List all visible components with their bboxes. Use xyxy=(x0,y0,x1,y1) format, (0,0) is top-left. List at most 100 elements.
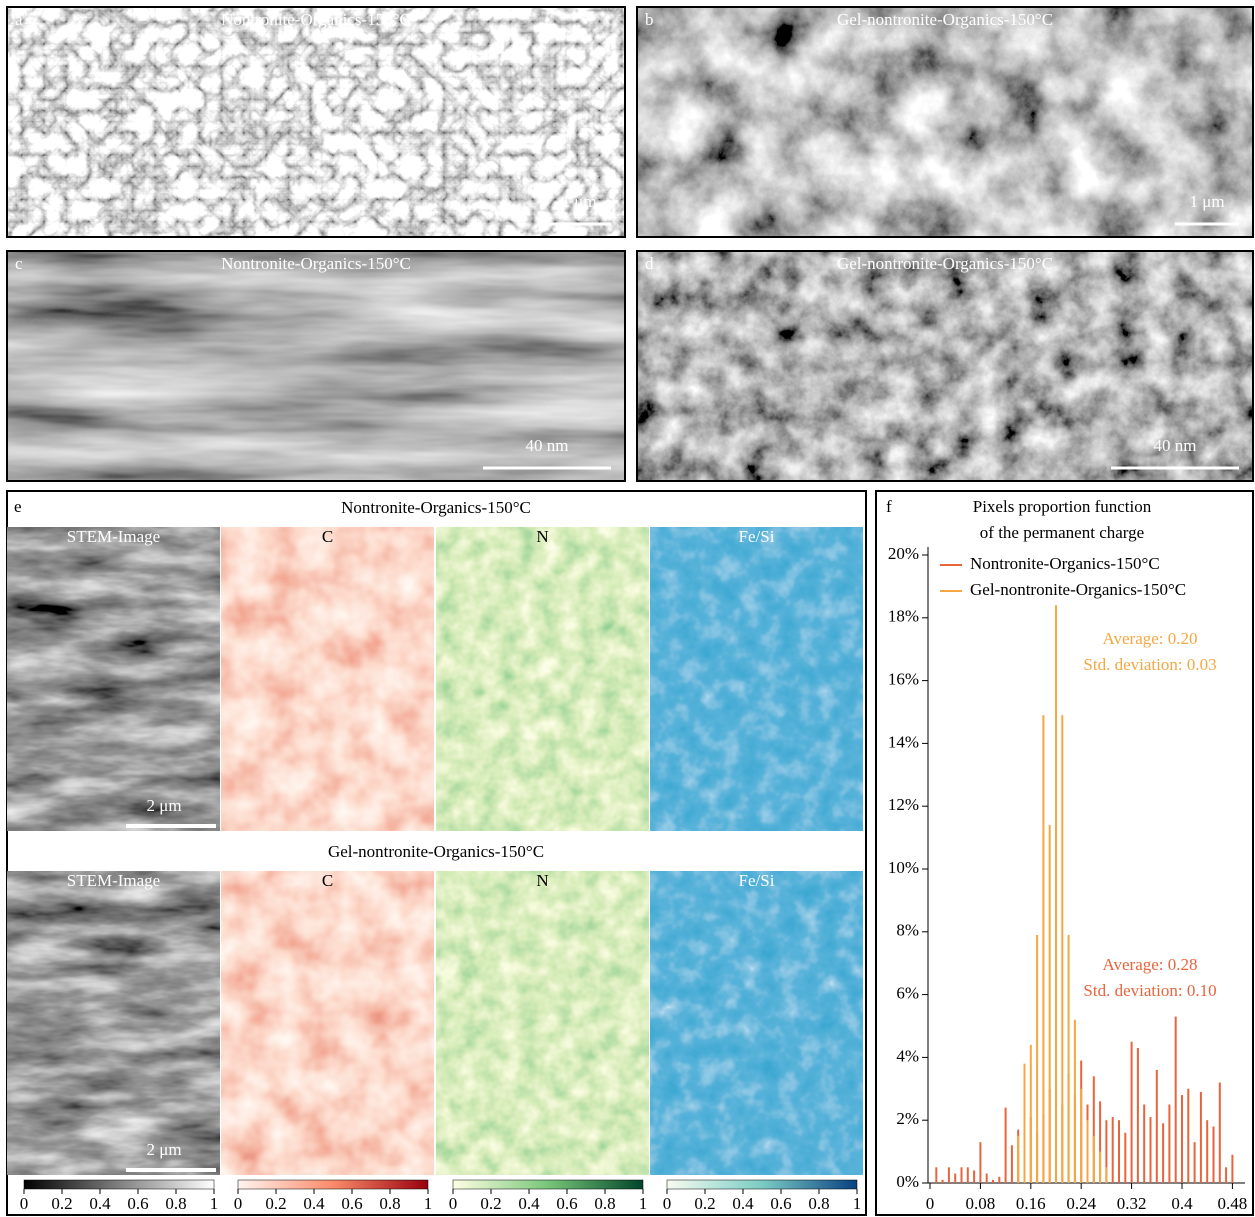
figure: a Nontronite-Organics-150°C 1 μm b Gel-nontr… xyxy=(0,0,1255,1217)
element-map xyxy=(650,871,863,1175)
colorbar-tick-label: 0.2 xyxy=(51,1194,72,1213)
x-tick-label: 0.4 xyxy=(1171,1194,1193,1213)
micrograph xyxy=(637,7,1253,237)
panel-title: Nontronite-Organics-150°C xyxy=(221,254,411,273)
bar xyxy=(998,1177,1000,1183)
column-label: N xyxy=(536,871,548,890)
bar xyxy=(1181,1095,1183,1183)
bar xyxy=(1124,1133,1126,1183)
bar xyxy=(1162,1123,1164,1183)
column-label: STEM-Image xyxy=(67,871,160,890)
bar xyxy=(942,1180,944,1183)
bar xyxy=(1024,1064,1026,1183)
element-map xyxy=(436,871,649,1175)
colorbar xyxy=(238,1180,428,1189)
y-tick-label: 2% xyxy=(896,1109,919,1128)
colorbar-tick-label: 0.4 xyxy=(518,1194,540,1213)
bar xyxy=(1036,935,1038,1183)
annotation: Average: 0.28 xyxy=(1102,955,1197,974)
bar xyxy=(1087,1120,1089,1183)
annotation: Average: 0.20 xyxy=(1102,629,1197,648)
bar xyxy=(979,1142,981,1183)
bar xyxy=(1080,1089,1082,1183)
y-tick-label: 0% xyxy=(896,1172,919,1191)
colorbar xyxy=(24,1180,214,1189)
panel-label: a xyxy=(15,10,23,29)
bar xyxy=(992,1180,994,1183)
panel-title: Gel-nontronite-Organics-150°C xyxy=(837,254,1053,273)
bar xyxy=(1068,935,1070,1183)
colorbar-tick-label: 0.8 xyxy=(594,1194,615,1213)
element-map xyxy=(221,871,434,1175)
element-map xyxy=(7,527,220,831)
bar xyxy=(948,1167,950,1183)
colorbar-tick-label: 0.4 xyxy=(303,1194,325,1213)
y-tick-label: 18% xyxy=(888,607,919,626)
scale-bar-label: 40 nm xyxy=(1154,436,1197,455)
y-tick-label: 20% xyxy=(888,544,919,563)
colorbar-tick-label: 0.6 xyxy=(341,1194,362,1213)
bar xyxy=(1143,1105,1145,1184)
bar xyxy=(1225,1167,1227,1183)
x-tick-label: 0.48 xyxy=(1218,1194,1248,1213)
column-label: Fe/Si xyxy=(739,527,775,546)
y-tick-label: 8% xyxy=(896,921,919,940)
colorbar-tick-label: 1 xyxy=(210,1194,219,1213)
column-label: STEM-Image xyxy=(67,527,160,546)
bar xyxy=(935,1167,937,1183)
micrograph xyxy=(7,7,625,237)
bar xyxy=(1099,1152,1101,1183)
x-tick-label: 0 xyxy=(926,1194,935,1213)
panel-f-frame xyxy=(876,491,1253,1215)
bar xyxy=(1017,1136,1019,1183)
colorbar-tick-label: 0.6 xyxy=(556,1194,577,1213)
x-tick-label: 0.08 xyxy=(966,1194,996,1213)
colorbar-tick-label: 1 xyxy=(639,1194,648,1213)
colorbar-tick-label: 0.8 xyxy=(808,1194,829,1213)
colorbar-tick-label: 0.2 xyxy=(265,1194,286,1213)
colorbar-tick-label: 0.4 xyxy=(732,1194,754,1213)
row-title: Gel-nontronite-Organics-150°C xyxy=(328,842,544,861)
panel-label: d xyxy=(645,254,654,273)
bar xyxy=(1042,715,1044,1183)
element-map xyxy=(7,871,220,1175)
colorbar-tick-label: 0 xyxy=(449,1194,458,1213)
colorbar-tick-label: 0.6 xyxy=(127,1194,148,1213)
y-tick-label: 12% xyxy=(888,795,919,814)
annotation: Std. deviation: 0.10 xyxy=(1083,981,1216,1000)
x-tick-label: 0.16 xyxy=(1016,1194,1046,1213)
scale-bar-label: 1 μm xyxy=(1189,192,1224,211)
colorbar-tick-label: 0.8 xyxy=(165,1194,186,1213)
bar xyxy=(1030,1045,1032,1183)
bar xyxy=(973,1170,975,1183)
colorbar-tick-label: 0 xyxy=(20,1194,29,1213)
panel-label: b xyxy=(645,10,654,29)
bar xyxy=(1005,1108,1007,1183)
panel-label: f xyxy=(886,497,892,516)
colorbar-tick-label: 0.8 xyxy=(379,1194,400,1213)
bar xyxy=(961,1167,963,1183)
bar xyxy=(1049,825,1051,1183)
bar xyxy=(1187,1089,1189,1183)
column-label: C xyxy=(322,527,333,546)
x-tick-label: 0.24 xyxy=(1066,1194,1096,1213)
legend-label: Nontronite-Organics-150°C xyxy=(970,554,1160,573)
colorbar-tick-label: 0 xyxy=(234,1194,243,1213)
colorbar-tick-label: 1 xyxy=(424,1194,433,1213)
chart-title: Pixels proportion function xyxy=(973,497,1152,516)
legend-label: Gel-nontronite-Organics-150°C xyxy=(970,580,1186,599)
bar xyxy=(1074,1020,1076,1183)
colorbar-tick-label: 1 xyxy=(853,1194,862,1213)
scale-bar-label: 40 nm xyxy=(526,436,569,455)
bar xyxy=(986,1174,988,1183)
bar xyxy=(1168,1105,1170,1184)
colorbar-tick-label: 0.6 xyxy=(770,1194,791,1213)
y-tick-label: 16% xyxy=(888,670,919,689)
bar xyxy=(1194,1142,1196,1183)
scale-bar-label: 1 μm xyxy=(561,192,596,211)
bar xyxy=(1131,1042,1133,1183)
column-label: N xyxy=(536,527,548,546)
element-map xyxy=(221,527,434,831)
colorbar xyxy=(453,1180,643,1189)
x-tick-label: 0.32 xyxy=(1117,1194,1147,1213)
